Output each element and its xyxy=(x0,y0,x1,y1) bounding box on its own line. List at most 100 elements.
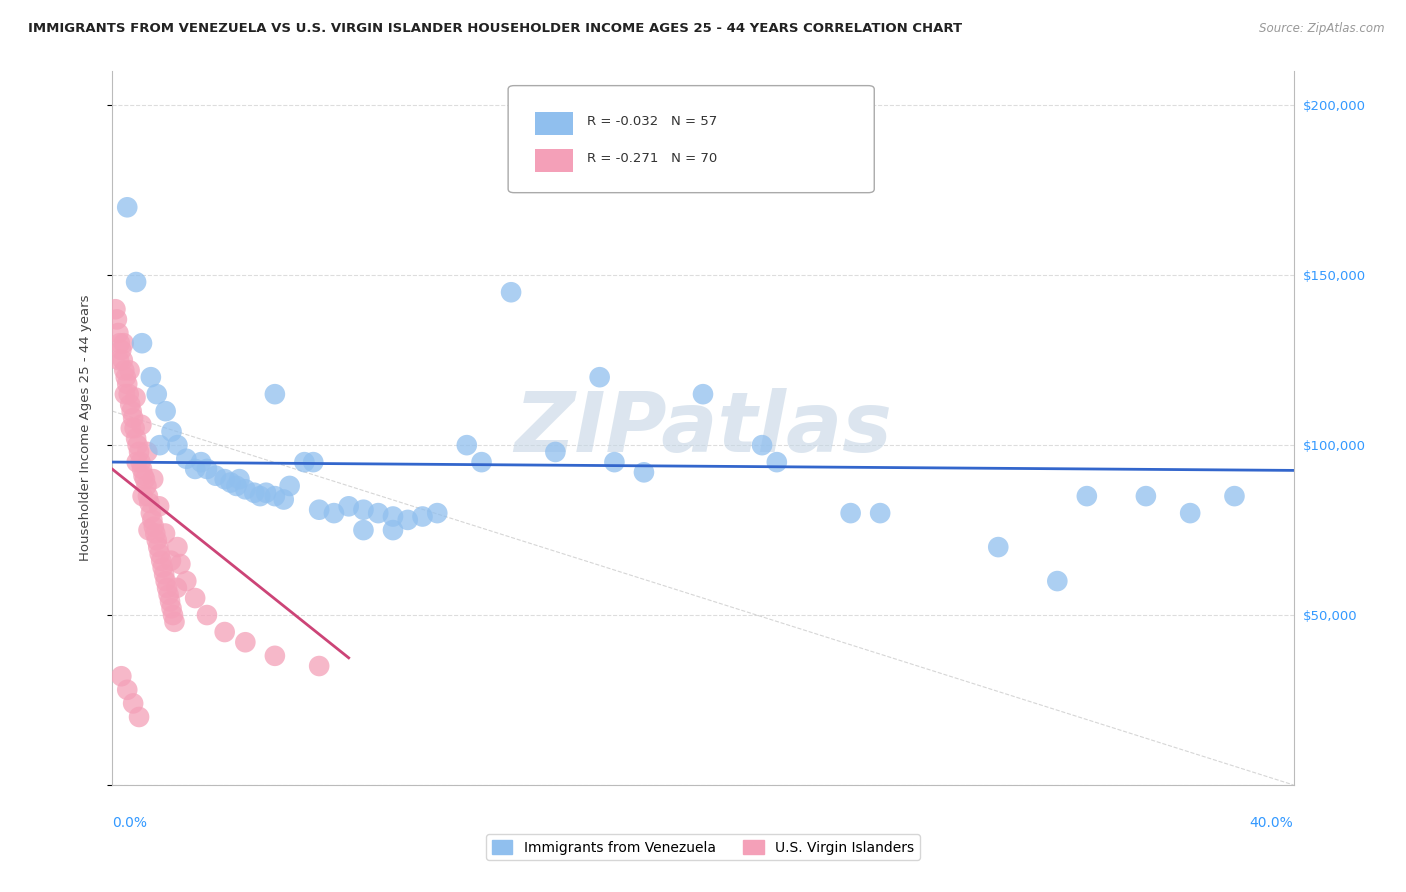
Point xyxy=(148,540,170,554)
Point xyxy=(114,387,136,401)
Point xyxy=(233,483,256,497)
Point xyxy=(117,682,138,697)
Point xyxy=(162,608,184,623)
Point xyxy=(544,445,567,459)
Point xyxy=(1180,506,1202,520)
Point xyxy=(184,462,207,476)
Point xyxy=(1135,489,1157,503)
Point xyxy=(142,519,165,533)
Point xyxy=(254,485,277,500)
Point xyxy=(382,523,405,537)
Point xyxy=(160,425,183,439)
Point xyxy=(110,343,132,357)
Text: ZIPatlas: ZIPatlas xyxy=(515,388,891,468)
Text: R = -0.271   N = 70: R = -0.271 N = 70 xyxy=(588,152,717,165)
Point xyxy=(134,472,156,486)
Point xyxy=(138,523,160,537)
Point xyxy=(337,500,360,514)
Point xyxy=(149,547,172,561)
Point xyxy=(124,391,146,405)
Point xyxy=(352,502,374,516)
Point xyxy=(264,648,287,663)
Point xyxy=(174,574,197,588)
Point xyxy=(110,669,132,683)
Point xyxy=(139,370,162,384)
Point xyxy=(118,363,141,377)
Point xyxy=(114,370,136,384)
Point xyxy=(184,591,207,605)
Point xyxy=(249,489,271,503)
Point xyxy=(987,540,1010,554)
Point xyxy=(692,387,714,401)
Point xyxy=(1046,574,1069,588)
Point xyxy=(225,479,247,493)
Point xyxy=(264,387,287,401)
Point xyxy=(108,336,131,351)
Point xyxy=(205,468,228,483)
Text: Source: ZipAtlas.com: Source: ZipAtlas.com xyxy=(1260,22,1385,36)
Point xyxy=(169,557,191,571)
Point xyxy=(117,376,138,391)
Point xyxy=(352,523,374,537)
Point xyxy=(120,397,142,411)
Point xyxy=(149,438,172,452)
Point xyxy=(112,363,135,377)
Point xyxy=(155,404,177,418)
Point xyxy=(603,455,626,469)
Point xyxy=(228,472,250,486)
Point xyxy=(278,479,301,493)
Point xyxy=(302,455,325,469)
Point xyxy=(869,506,891,520)
Y-axis label: Householder Income Ages 25 - 44 years: Householder Income Ages 25 - 44 years xyxy=(79,295,91,561)
Point xyxy=(135,479,157,493)
Point xyxy=(108,353,131,368)
Point xyxy=(141,513,163,527)
Point xyxy=(128,710,150,724)
Point xyxy=(152,560,174,574)
FancyBboxPatch shape xyxy=(508,86,875,193)
Point xyxy=(131,417,153,432)
Point xyxy=(195,608,218,623)
Point xyxy=(138,496,160,510)
Point xyxy=(166,540,188,554)
Point xyxy=(153,526,176,541)
Point xyxy=(273,492,295,507)
Point xyxy=(121,404,143,418)
Point xyxy=(125,431,148,445)
Point xyxy=(214,625,236,640)
Point xyxy=(111,353,134,368)
Point xyxy=(156,581,179,595)
Point xyxy=(122,411,145,425)
FancyBboxPatch shape xyxy=(536,149,574,172)
Point xyxy=(153,567,176,582)
Text: 40.0%: 40.0% xyxy=(1250,816,1294,830)
Point xyxy=(308,659,330,673)
FancyBboxPatch shape xyxy=(536,112,574,135)
Point xyxy=(131,462,153,476)
Point xyxy=(155,574,177,588)
Point xyxy=(766,455,789,469)
Point xyxy=(501,285,523,300)
Point xyxy=(751,438,773,452)
Point xyxy=(839,506,862,520)
Point xyxy=(146,533,169,548)
Point xyxy=(1076,489,1098,503)
Point xyxy=(412,509,434,524)
Point xyxy=(143,526,166,541)
Point xyxy=(129,455,152,469)
Point xyxy=(243,485,266,500)
Point xyxy=(396,513,419,527)
Legend: Immigrants from Venezuela, U.S. Virgin Islanders: Immigrants from Venezuela, U.S. Virgin I… xyxy=(486,834,920,860)
Point xyxy=(233,635,256,649)
Text: R = -0.032   N = 57: R = -0.032 N = 57 xyxy=(588,115,717,128)
Point xyxy=(456,438,478,452)
Point xyxy=(588,370,610,384)
Point xyxy=(160,554,183,568)
Point xyxy=(160,601,183,615)
Point xyxy=(122,697,145,711)
Point xyxy=(166,581,188,595)
Point xyxy=(214,472,236,486)
Point xyxy=(323,506,346,520)
Point xyxy=(139,506,162,520)
Point xyxy=(159,594,181,608)
